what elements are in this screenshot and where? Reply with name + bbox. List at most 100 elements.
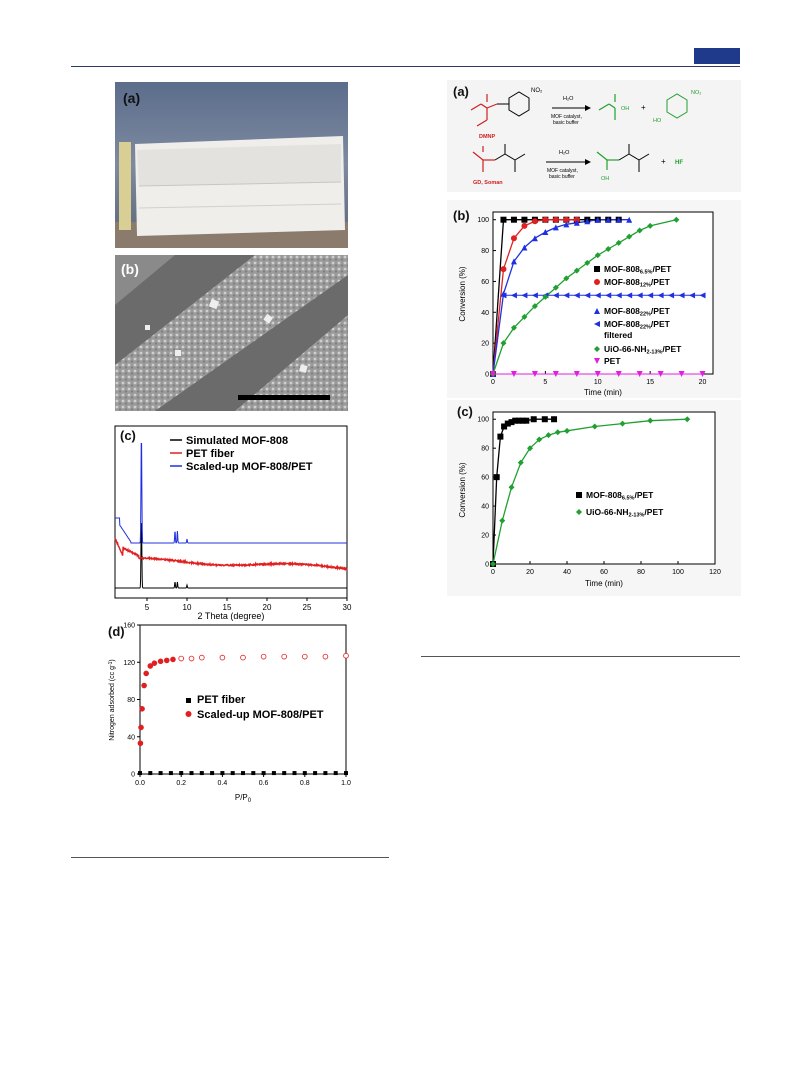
iso-ytick-label-3: 120 (123, 660, 135, 667)
reaction-scheme: NO₂ DMNP H₂O MOF catalyst, basic buffer … (447, 80, 741, 192)
iso-ytick-label-1: 40 (127, 734, 135, 741)
convc-xtick-label-2: 40 (563, 569, 571, 576)
convb-legend-0: MOF-8086.5%/PET (604, 264, 672, 276)
fig-left-a-label: (a) (123, 90, 140, 106)
product2-ho: HO (653, 118, 662, 124)
soman-structure (473, 146, 495, 172)
iso-point-mof-18 (323, 654, 328, 659)
dmnp-name: DMNP (479, 134, 496, 140)
iso-point-pet-8 (220, 771, 224, 775)
convb-legend-5: UiO-66-NH2-13%/PET (604, 344, 682, 356)
xrd-legend-1: PET fiber (186, 448, 235, 460)
convb-point-0-2 (511, 217, 517, 223)
iso-point-mof-13 (220, 655, 225, 660)
iso-xtick-label-5: 1.0 (341, 780, 351, 787)
dmnp-no2: NO₂ (531, 88, 543, 94)
iso-legend-1: Scaled-up MOF-808/PET (197, 709, 324, 721)
fig-left-a-photo: (a) (115, 82, 348, 248)
dmnp-ring (509, 92, 529, 116)
iso-point-mof-16 (282, 654, 287, 659)
convb-ytick-label-0: 0 (485, 372, 489, 379)
xrd-xtick-label-4: 25 (303, 603, 312, 612)
fig-left-d-label: (d) (108, 624, 125, 639)
iso-point-pet-6 (200, 771, 204, 775)
product2-no2: NO₂ (691, 90, 701, 96)
iso-point-pet-10 (241, 771, 245, 775)
iso-point-pet-2 (159, 771, 163, 775)
left-caption-rule (71, 857, 389, 858)
iso-point-pet-7 (210, 771, 214, 775)
fig-left-d-isotherm: 0.0 0.2 0.4 0.6 0.8 1.0 0 40 80 120 160 PET fiber … (100, 622, 360, 827)
convc-xtick-label-6: 120 (709, 569, 721, 576)
convc-ytick-label-1: 20 (481, 533, 489, 540)
xrd-x-ticks: 5 10 15 20 25 30 (145, 598, 352, 612)
iso-point-pet-5 (190, 771, 194, 775)
fig-left-c-label: (c) (120, 428, 136, 443)
fig-right-c-chart: 0 20 40 60 80 100 120 0 20 40 60 80 100 MOF-8086.5%/… (447, 400, 741, 596)
iso-point-pet-17 (313, 771, 317, 775)
fig-left-b-label: (b) (121, 261, 139, 277)
iso-point-pet-0 (138, 771, 142, 775)
iso-point-pet-15 (293, 771, 297, 775)
iso-point-pet-18 (323, 771, 327, 775)
xrd-legend-0: Simulated MOF-808 (186, 435, 288, 447)
arrow1-reagent: H₂O (563, 96, 574, 102)
convc-xtick-label-4: 80 (637, 569, 645, 576)
iso-point-mof-3 (142, 683, 147, 688)
product3-oh: OH (601, 176, 609, 182)
arrow1-cond2: basic buffer (553, 120, 579, 126)
convb-xtick-label-1: 5 (543, 379, 547, 386)
iso-point-mof-10 (179, 656, 184, 661)
header-accent-badge (694, 48, 740, 64)
plus-1: + (641, 103, 646, 112)
iso-xtick-label-3: 0.6 (259, 780, 269, 787)
conversion-chart-c: 0 20 40 60 80 100 120 0 20 40 60 80 100 MOF-8086.5%/… (447, 400, 741, 596)
fig-right-c-label: (c) (457, 404, 473, 419)
arrow2-cond2: basic buffer (549, 174, 575, 180)
convb-point-0-1 (500, 217, 506, 223)
iso-xtick-label-1: 0.2 (176, 780, 186, 787)
header-rule-left (71, 66, 740, 67)
iso-point-pet-4 (179, 771, 183, 775)
convc-legend-0: MOF-8086.5%/PET (586, 490, 654, 502)
iso-ylabel: Nitrogen adsorbed (cc g-1) (108, 659, 116, 741)
fig-right-b-chart: 0 5 10 15 20 0 20 40 60 80 100 MOF-8086.5%/PET MOF-… (447, 200, 741, 398)
plus-2: + (661, 157, 666, 166)
fig-right-a-label: (a) (453, 84, 469, 99)
convc-point-0-11 (542, 416, 548, 422)
convb-legend-4: filtered (604, 330, 632, 340)
iso-legend-swatch-0 (186, 698, 191, 703)
convc-ytick-label-5: 100 (477, 417, 489, 424)
convb-xtick-label-4: 20 (699, 379, 707, 386)
iso-xtick-label-0: 0.0 (135, 780, 145, 787)
convc-legend-swatch-0 (576, 492, 582, 498)
convc-ytick-label-2: 40 (481, 504, 489, 511)
convb-point-1-3 (521, 223, 527, 229)
convb-point-1-5 (542, 217, 548, 223)
convb-point-1-2 (511, 235, 517, 241)
iso-point-mof-0 (138, 741, 143, 746)
convb-legend-6: PET (604, 356, 621, 366)
convb-point-1-6 (553, 217, 559, 223)
xrd-legend-2: Scaled-up MOF-808/PET (186, 461, 313, 473)
xrd-xtick-label-0: 5 (145, 603, 150, 612)
soman-name: GD, Soman (473, 180, 503, 186)
xrd-xtick-label-5: 30 (343, 603, 352, 612)
convc-point-0-9 (523, 418, 529, 424)
convc-xtick-label-5: 100 (672, 569, 684, 576)
iso-point-mof-12 (199, 655, 204, 660)
iso-point-pet-16 (303, 771, 307, 775)
iso-xlabel: P/P0 (235, 793, 252, 804)
iso-point-mof-8 (164, 658, 169, 663)
fig-right-b-label: (b) (453, 208, 470, 223)
convb-legend: MOF-8086.5%/PETMOF-80812%/PETMOF-80822%/… (594, 264, 682, 366)
xrd-chart: 5 10 15 20 25 30 Simulated MOF-808 PET fiber … (100, 418, 360, 623)
convb-ytick-label-2: 40 (481, 310, 489, 317)
convb-ylabel: Conversion (%) (458, 266, 467, 321)
convb-xlabel: Time (min) (584, 388, 622, 397)
iso-point-pet-14 (282, 771, 286, 775)
iso-point-pet-19 (334, 771, 338, 775)
convc-ylabel: Conversion (%) (458, 462, 467, 517)
iso-point-pet-20 (344, 771, 348, 775)
iso-point-pet-1 (148, 771, 152, 775)
